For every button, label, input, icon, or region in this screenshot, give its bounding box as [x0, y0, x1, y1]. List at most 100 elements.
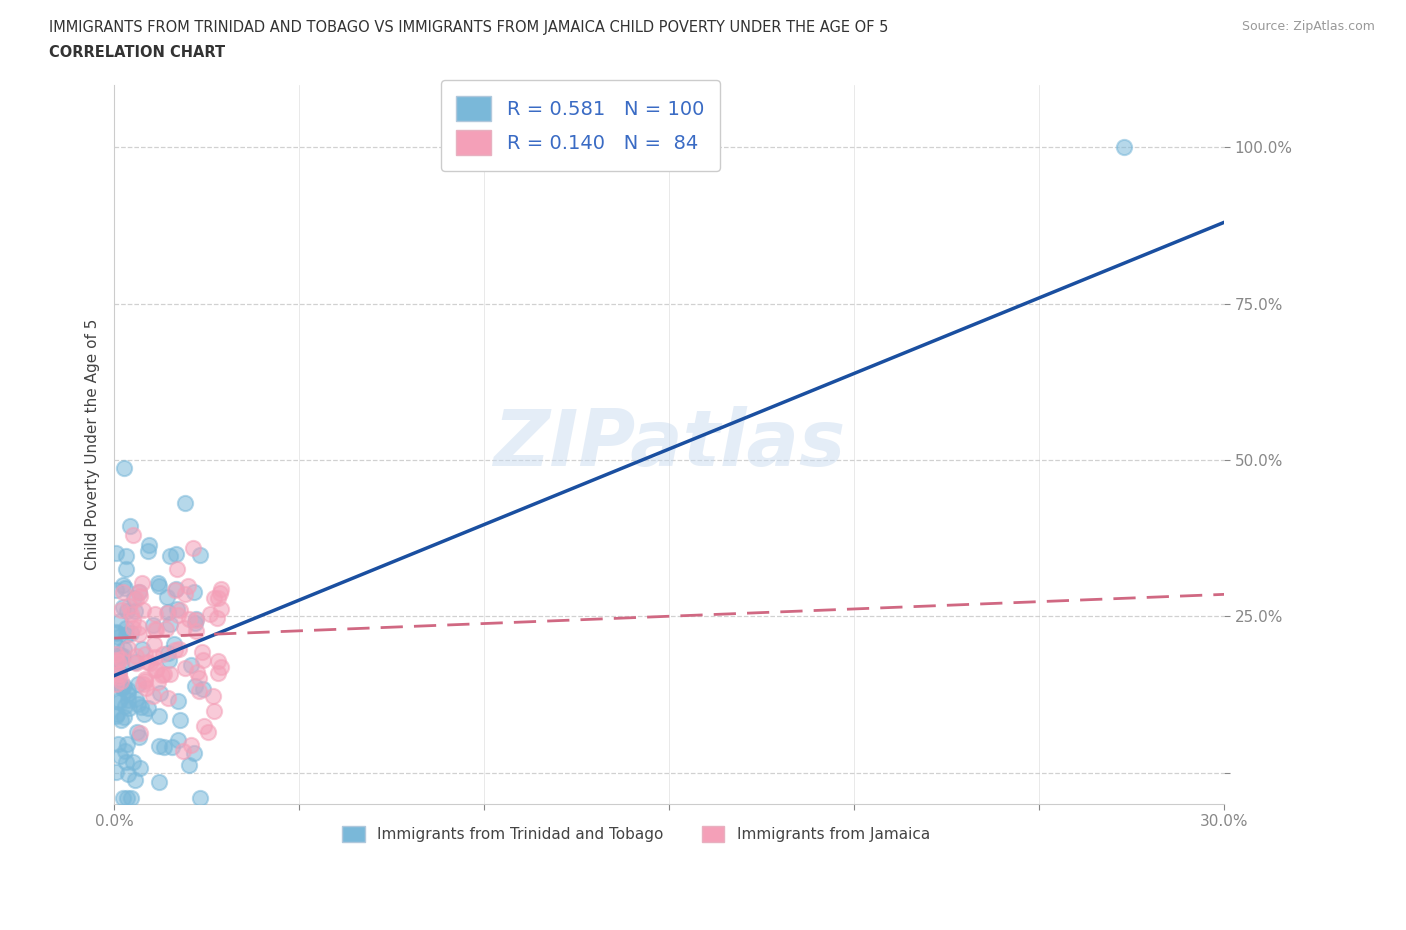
- Point: [105, 764, 128, 779]
- Point: [159, 617, 181, 631]
- Point: [142, 637, 165, 652]
- Point: [118, 598, 141, 613]
- Point: [114, 620, 136, 635]
- Point: [156, 691, 179, 706]
- Point: [110, 679, 132, 694]
- Point: [105, 646, 128, 661]
- Point: [112, 578, 135, 592]
- Point: [105, 707, 128, 722]
- Point: [184, 612, 207, 627]
- Point: [193, 718, 215, 733]
- Point: [143, 621, 166, 636]
- Point: [148, 709, 170, 724]
- Point: [105, 625, 128, 640]
- Point: [117, 683, 139, 698]
- Point: [209, 586, 232, 601]
- Point: [105, 677, 128, 692]
- Point: [112, 460, 135, 475]
- Point: [105, 582, 128, 597]
- Point: [173, 660, 195, 675]
- Point: [125, 692, 148, 707]
- Point: [107, 693, 129, 708]
- Point: [134, 673, 156, 688]
- Point: [117, 766, 139, 781]
- Point: [153, 667, 176, 682]
- Point: [108, 670, 131, 684]
- Point: [202, 704, 225, 719]
- Point: [142, 618, 165, 632]
- Point: [117, 641, 139, 656]
- Point: [156, 604, 179, 619]
- Point: [186, 665, 208, 680]
- Point: [207, 654, 229, 669]
- Point: [115, 562, 138, 577]
- Point: [111, 681, 134, 696]
- Point: [173, 496, 195, 511]
- Point: [197, 724, 219, 739]
- Point: [111, 648, 134, 663]
- Point: [117, 686, 139, 701]
- Point: [184, 679, 207, 694]
- Point: [128, 584, 150, 599]
- Point: [111, 600, 134, 615]
- Point: [105, 639, 128, 654]
- Point: [127, 697, 149, 711]
- Point: [136, 700, 159, 715]
- Point: [117, 692, 139, 707]
- Point: [128, 588, 150, 603]
- Point: [114, 710, 136, 724]
- Point: [118, 519, 141, 534]
- Point: [156, 606, 179, 621]
- Point: [152, 739, 174, 754]
- Point: [107, 655, 129, 670]
- Point: [143, 662, 166, 677]
- Point: [124, 591, 146, 606]
- Legend: Immigrants from Trinidad and Tobago, Immigrants from Jamaica: Immigrants from Trinidad and Tobago, Imm…: [335, 818, 938, 850]
- Point: [121, 620, 143, 635]
- Point: [110, 603, 132, 618]
- Point: [174, 587, 197, 602]
- Point: [105, 709, 128, 724]
- Point: [172, 744, 194, 759]
- Point: [169, 603, 191, 618]
- Point: [112, 679, 135, 694]
- Point: [145, 661, 167, 676]
- Point: [180, 658, 202, 672]
- Point: [165, 643, 187, 658]
- Point: [159, 549, 181, 564]
- Point: [209, 659, 232, 674]
- Point: [124, 603, 146, 618]
- Point: [108, 695, 131, 710]
- Point: [165, 546, 187, 561]
- Point: [134, 646, 156, 661]
- Point: [108, 648, 131, 663]
- Point: [190, 790, 212, 805]
- Point: [167, 642, 190, 657]
- Point: [145, 606, 167, 621]
- Point: [120, 606, 142, 621]
- Point: [108, 663, 131, 678]
- Point: [115, 737, 138, 751]
- Point: [193, 682, 215, 697]
- Point: [177, 612, 200, 627]
- Point: [128, 585, 150, 600]
- Point: [155, 590, 177, 604]
- Point: [163, 636, 186, 651]
- Point: [180, 737, 202, 752]
- Point: [152, 646, 174, 661]
- Point: [110, 713, 132, 728]
- Point: [120, 790, 142, 805]
- Point: [124, 655, 146, 670]
- Point: [187, 684, 209, 698]
- Point: [131, 676, 153, 691]
- Point: [184, 613, 207, 628]
- Point: [111, 790, 134, 805]
- Point: [145, 623, 167, 638]
- Point: [114, 580, 136, 595]
- Point: [136, 544, 159, 559]
- Point: [183, 540, 205, 555]
- Point: [122, 591, 145, 605]
- Point: [148, 738, 170, 753]
- Point: [191, 653, 214, 668]
- Point: [205, 611, 228, 626]
